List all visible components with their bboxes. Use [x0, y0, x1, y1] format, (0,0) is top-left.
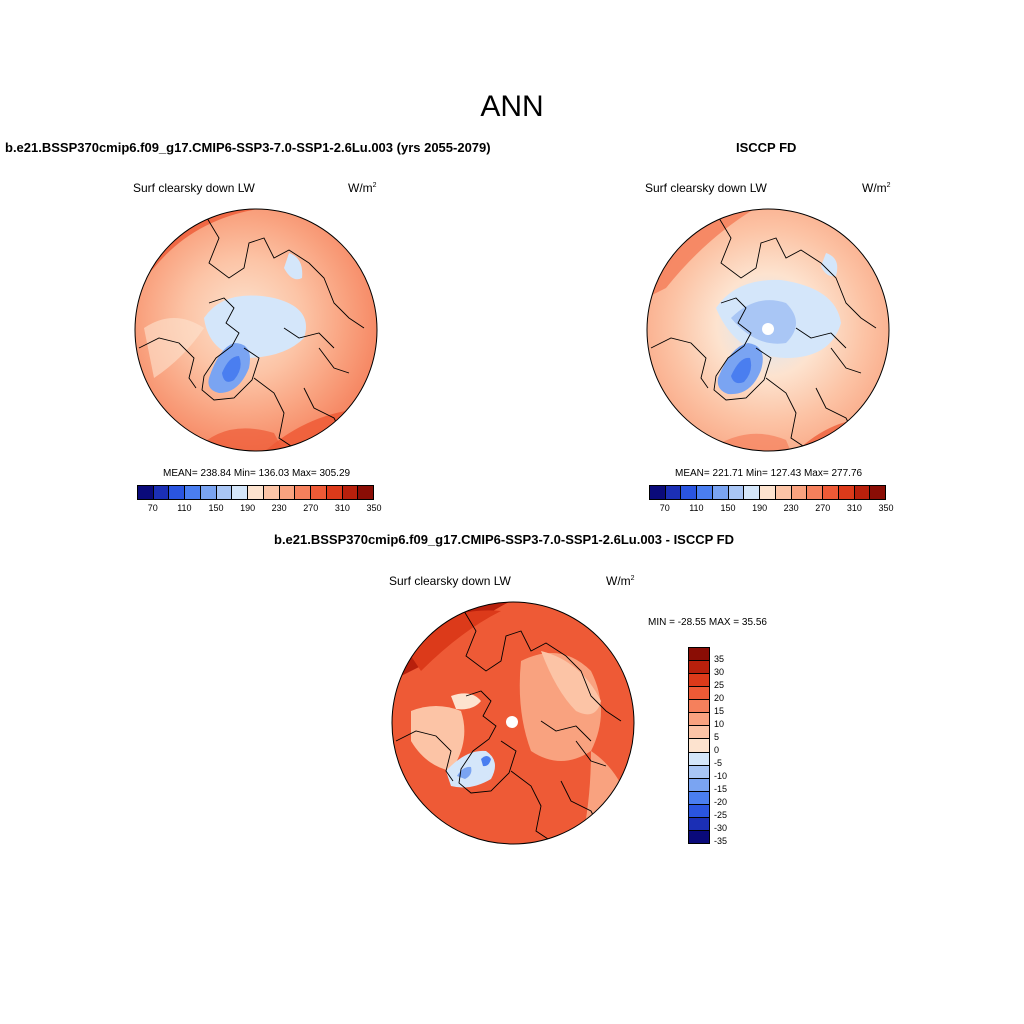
panel-3-colorbar-tick-label: 15 — [714, 706, 725, 716]
panel-1-colorbar-tick-label: 150 — [208, 503, 224, 513]
panel-1-variable-label: Surf clearsky down LW — [133, 181, 255, 195]
panel-2-colorbar-tick-label: 110 — [689, 503, 704, 513]
panel-1-colorbar-swatch — [248, 486, 264, 499]
panel-3-colorbar-tick-label: 25 — [714, 680, 725, 690]
panel-3-colorbar-swatch — [689, 765, 709, 779]
panel-2-colorbar-swatch — [744, 486, 761, 499]
panel-3-colorbar-swatch — [689, 752, 709, 766]
panel-3-colorbar-tick-label: 10 — [714, 719, 725, 729]
panel-1-units: W/m2 — [348, 181, 377, 195]
panel-3-colorbar-swatch — [689, 778, 709, 792]
panel-2-colorbar-swatch — [681, 486, 698, 499]
panel-1-colorbar-swatch — [185, 486, 201, 499]
panel-2-colorbar-swatch — [728, 486, 745, 499]
panel-2-colorbar-tick-label: 190 — [752, 503, 768, 513]
panel-1-colorbar-swatch — [326, 486, 343, 499]
panel-3-colorbar-swatch — [689, 726, 709, 740]
panel-3-variable-label: Surf clearsky down LW — [389, 574, 511, 588]
panel-2-colorbar-tick-label: 150 — [720, 503, 736, 513]
panel-1-colorbar-tick-label: 190 — [240, 503, 256, 513]
panel-1-colorbar-swatch — [295, 486, 312, 499]
panel-2-variable-label: Surf clearsky down LW — [645, 181, 767, 195]
panel-1-colorbar-tick-label: 70 — [147, 503, 158, 513]
main-title: ANN — [480, 90, 544, 123]
panel-1-stats: MEAN= 238.84 Min= 136.03 Max= 305.29 — [163, 468, 351, 479]
panel-2-colorbar-swatch — [854, 486, 871, 499]
panel-1-colorbar-swatch — [342, 486, 359, 499]
panel-2-units: W/m2 — [862, 181, 891, 195]
panel-1-colorbar-swatch — [232, 486, 249, 499]
panel-2-colorbar-tick-label: 70 — [659, 503, 670, 513]
panel-2-map — [646, 208, 890, 452]
panel-2-colorbar — [649, 485, 886, 500]
panel-3-colorbar-swatch — [689, 674, 709, 688]
panel-3-colorbar-ticks: 35 30 25 20 15 10 5 0 -5 -10 -15 -20 -25 -30 -35 — [714, 647, 754, 846]
panel-1-colorbar-tick-label: 310 — [334, 503, 350, 513]
panel-1-colorbar-swatch — [138, 486, 154, 499]
panel-2-colorbar-tick-label: 230 — [783, 503, 799, 513]
panel-1-colorbar-swatch — [153, 486, 170, 499]
panel-2-colorbar-swatch — [870, 486, 886, 499]
panel-3-colorbar-tick-label: 30 — [714, 667, 725, 677]
panel-3-colorbar-tick-label: -10 — [714, 771, 728, 781]
panel-3-map — [391, 601, 635, 845]
panel-3-colorbar-swatch — [689, 739, 709, 753]
panel-3-colorbar-swatch — [689, 661, 709, 675]
panel-3-colorbar-swatch — [689, 830, 709, 843]
panel-2-colorbar-swatch — [807, 486, 824, 499]
panel-3-stats: MIN = -28.55 MAX = 35.56 — [648, 617, 767, 628]
panel-2-colorbar-ticks: 70 110 150 190 230 270 310 350 — [649, 503, 894, 515]
panel-3-colorbar — [688, 647, 710, 844]
panel-1-colorbar-swatch — [200, 486, 217, 499]
panel-1-colorbar-tick-label: 110 — [177, 503, 192, 513]
panel-3-colorbar-tick-label: -30 — [714, 823, 728, 833]
panel-3-colorbar-tick-label: 0 — [714, 745, 720, 755]
panel-1-colorbar-swatch — [358, 486, 374, 499]
panel-3-colorbar-tick-label: -5 — [714, 758, 723, 768]
panel-2-stats: MEAN= 221.71 Min= 127.43 Max= 277.76 — [675, 468, 863, 479]
panel-3-colorbar-swatch — [689, 791, 709, 805]
panel-3-title: b.e21.BSSP370cmip6.f09_g17.CMIP6-SSP3-7.… — [274, 532, 735, 547]
panel-3-colorbar-tick-label: -15 — [714, 784, 728, 794]
panel-1-colorbar-ticks: 70 110 150 190 230 270 310 350 — [137, 503, 382, 515]
panel-3-colorbar-tick-label: 5 — [714, 732, 720, 742]
panel-1-colorbar-swatch — [311, 486, 327, 499]
panel-3-colorbar-swatch — [689, 648, 709, 662]
panel-2-colorbar-swatch — [712, 486, 729, 499]
panel-1-colorbar-swatch — [216, 486, 233, 499]
panel-1-colorbar-swatch — [263, 486, 280, 499]
panel-3-colorbar-tick-label: 35 — [714, 654, 725, 664]
panel-3-colorbar-tick-label: -35 — [714, 836, 728, 846]
panel-3-colorbar-swatch — [689, 687, 709, 701]
panel-2-colorbar-tick-label: 350 — [878, 503, 894, 513]
panel-1-colorbar-tick-label: 230 — [271, 503, 287, 513]
panel-1-colorbar-swatch — [169, 486, 186, 499]
panel-3-colorbar-tick-label: -25 — [714, 810, 728, 820]
panel-1-colorbar-swatch — [279, 486, 296, 499]
panel-1-colorbar-tick-label: 350 — [366, 503, 382, 513]
panel-3-colorbar-swatch — [689, 713, 709, 727]
panel-2-colorbar-swatch — [697, 486, 713, 499]
panel-1-title: b.e21.BSSP370cmip6.f09_g17.CMIP6-SSP3-7.… — [5, 140, 491, 155]
panel-3-colorbar-swatch — [689, 804, 709, 818]
panel-1-colorbar-tick-label: 270 — [303, 503, 319, 513]
panel-2-title: ISCCP FD — [736, 140, 797, 155]
panel-3-colorbar-swatch — [689, 817, 709, 831]
panel-2-colorbar-swatch — [760, 486, 776, 499]
panel-2-colorbar-swatch — [665, 486, 682, 499]
panel-2-colorbar-tick-label: 310 — [846, 503, 862, 513]
panel-2-colorbar-swatch — [823, 486, 839, 499]
panel-3-colorbar-swatch — [689, 700, 709, 714]
panel-2-colorbar-tick-label: 270 — [815, 503, 831, 513]
panel-2-colorbar-swatch — [791, 486, 808, 499]
panel-2-colorbar-swatch — [775, 486, 792, 499]
panel-2-colorbar-swatch — [838, 486, 855, 499]
panel-2-colorbar-swatch — [650, 486, 666, 499]
panel-1-map — [134, 208, 378, 452]
panel-3-colorbar-tick-label: -20 — [714, 797, 728, 807]
panel-3-colorbar-tick-label: 20 — [714, 693, 725, 703]
panel-1-colorbar — [137, 485, 374, 500]
panel-3-units: W/m2 — [606, 574, 635, 588]
